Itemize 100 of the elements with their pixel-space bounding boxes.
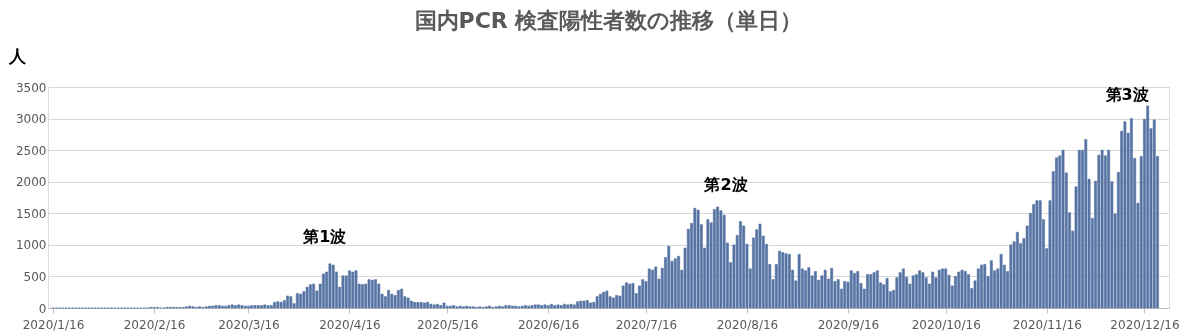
- bar: [253, 305, 257, 309]
- bar: [1055, 157, 1058, 309]
- bar: [706, 219, 710, 309]
- bar: [778, 250, 781, 309]
- bar: [546, 305, 550, 309]
- bar: [429, 303, 433, 309]
- bar: [308, 284, 312, 309]
- bar: [598, 293, 602, 309]
- y-tick-label: 3000: [15, 112, 47, 127]
- bar: [830, 267, 834, 309]
- bar: [628, 283, 632, 309]
- bar: [1130, 118, 1133, 309]
- bar: [374, 279, 377, 309]
- bar: [341, 275, 345, 309]
- bar: [569, 303, 573, 309]
- bar: [524, 305, 527, 309]
- bar: [595, 296, 599, 309]
- bar: [256, 305, 260, 309]
- bar: [423, 302, 426, 309]
- x-tick-label: 2020/11/16: [1012, 317, 1082, 332]
- bar: [976, 268, 980, 309]
- bar: [797, 254, 801, 309]
- bar: [543, 304, 547, 309]
- x-tick-label: 2020/12/16: [1110, 317, 1180, 332]
- x-tick-label: 2020/4/16: [319, 317, 381, 332]
- bar: [742, 225, 746, 309]
- bar: [582, 300, 586, 309]
- bar: [276, 301, 280, 309]
- bar: [234, 305, 237, 309]
- bar: [654, 266, 658, 309]
- bar: [566, 304, 570, 309]
- bar: [667, 245, 671, 309]
- bar: [696, 209, 700, 309]
- bar: [1123, 121, 1127, 309]
- bar: [1152, 119, 1156, 309]
- bar: [823, 269, 827, 309]
- bar: [843, 281, 847, 309]
- bar: [716, 206, 720, 309]
- x-tick-label: 2020/7/16: [615, 317, 678, 332]
- bar: [921, 272, 925, 309]
- bar: [983, 264, 987, 309]
- bar: [537, 304, 540, 309]
- bar: [419, 302, 423, 309]
- bar: [230, 304, 234, 309]
- bar: [416, 302, 420, 309]
- bar: [999, 254, 1003, 309]
- bar: [1035, 200, 1039, 309]
- bar: [784, 253, 788, 309]
- y-tick-label: 1500: [15, 206, 47, 221]
- bar: [989, 260, 993, 309]
- y-tick-label: 2500: [15, 143, 47, 158]
- bar: [322, 273, 325, 309]
- bar: [504, 305, 508, 309]
- bar: [866, 274, 869, 309]
- bar: [579, 300, 583, 309]
- bar: [875, 270, 879, 309]
- bar: [439, 305, 443, 309]
- bar: [589, 302, 592, 309]
- bar: [804, 270, 808, 309]
- bar: [651, 269, 654, 309]
- x-tick-label: 2020/3/16: [218, 317, 280, 332]
- bar: [409, 300, 413, 309]
- bar: [413, 302, 417, 309]
- bar: [677, 255, 680, 309]
- bar: [960, 269, 964, 309]
- annotation: 第1波: [302, 227, 347, 246]
- bar: [944, 268, 948, 309]
- bar: [621, 285, 625, 309]
- bar: [856, 271, 860, 309]
- bar: [426, 302, 430, 309]
- bar: [931, 271, 935, 309]
- bar: [605, 290, 609, 309]
- bar: [550, 303, 553, 309]
- bar: [872, 272, 876, 309]
- bar: [396, 290, 400, 309]
- bar: [269, 305, 273, 309]
- bar: [941, 268, 944, 309]
- x-tick-label: 2020/8/16: [716, 317, 779, 332]
- bar: [328, 263, 332, 309]
- bar: [901, 268, 905, 309]
- bar: [911, 275, 915, 309]
- bar: [967, 274, 970, 309]
- bar: [869, 274, 873, 309]
- bar: [853, 272, 856, 309]
- bar: [641, 279, 645, 309]
- bar: [295, 293, 299, 309]
- bar: [266, 305, 270, 309]
- x-tick-label: 2020/1/16: [22, 317, 85, 332]
- bar: [787, 254, 791, 309]
- bar: [556, 304, 560, 309]
- bar: [836, 279, 840, 309]
- bar: [1146, 105, 1150, 309]
- bar: [980, 264, 983, 309]
- bar: [914, 274, 918, 309]
- y-tick-label: 0: [38, 301, 47, 316]
- bar: [217, 305, 221, 309]
- bar: [260, 305, 263, 309]
- bar: [436, 303, 439, 309]
- bar: [807, 267, 811, 309]
- bar: [813, 271, 817, 309]
